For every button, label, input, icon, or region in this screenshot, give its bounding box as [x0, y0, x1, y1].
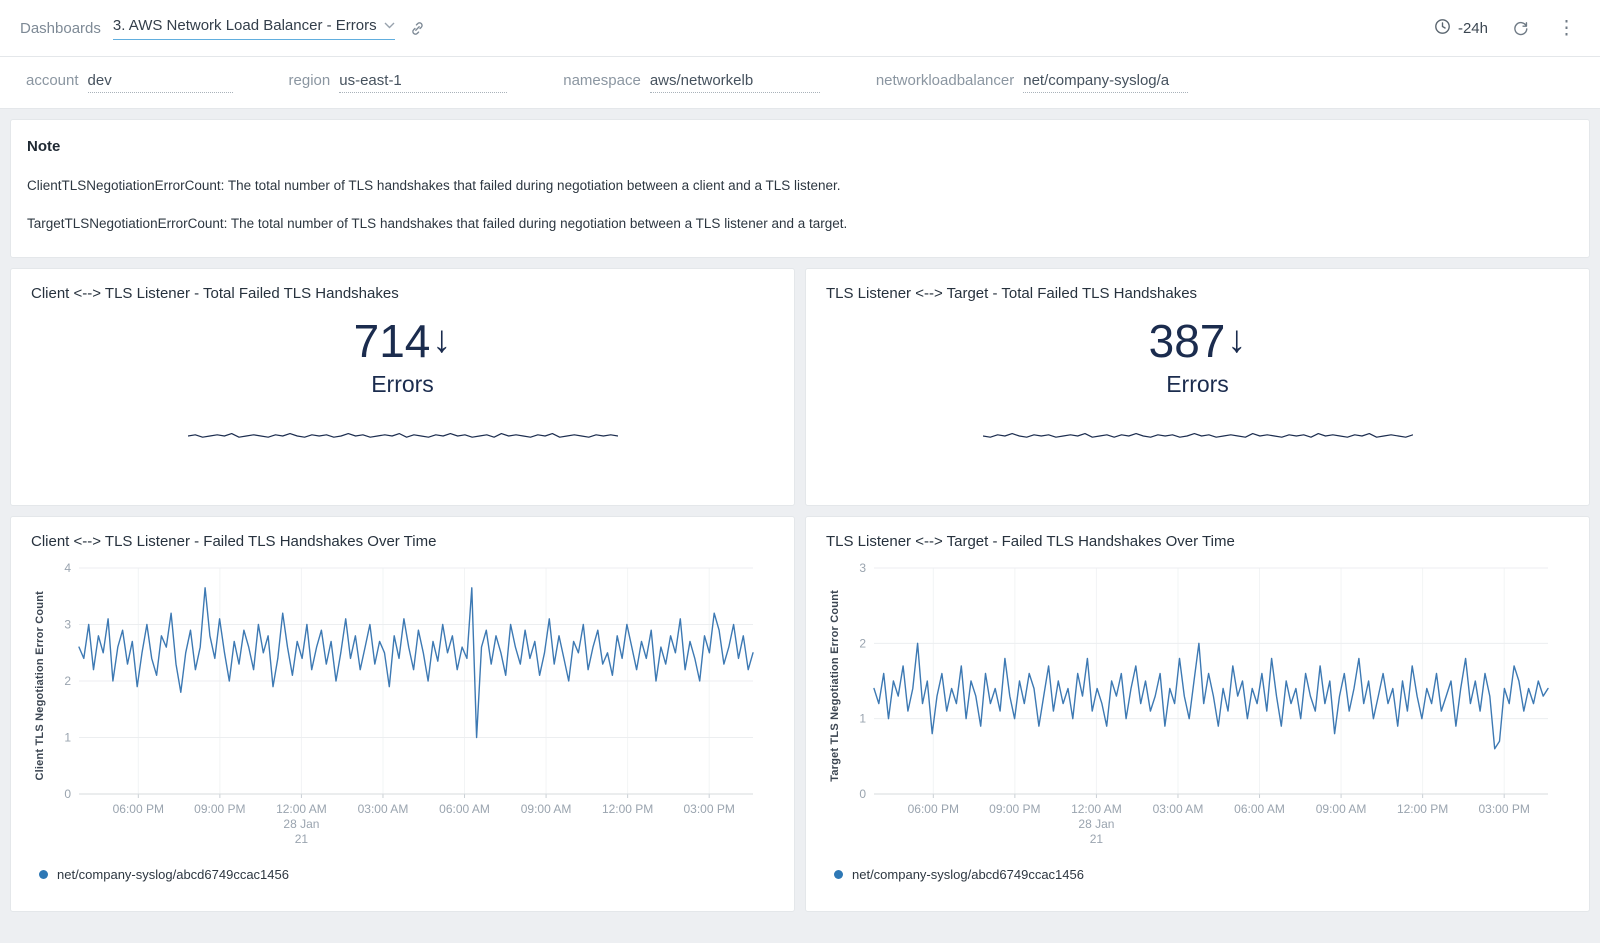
svg-text:09:00 PM: 09:00 PM — [989, 802, 1040, 816]
line-chart-client: 06:00 PM 09:00 PM 12:00 AM 28 Jan 21 03:00 AM… — [49, 558, 765, 863]
filter-networkloadbalancer-value[interactable]: net/company-syslog/a — [1023, 72, 1189, 93]
svg-text:03:00 PM: 03:00 PM — [1479, 802, 1530, 816]
dashboard-title-dropdown[interactable]: 3. AWS Network Load Balancer - Errors — [112, 16, 395, 40]
note-line-client: ClientTLSNegotiationErrorCount: The tota… — [27, 178, 841, 193]
topbar-actions: -24h ⋮ — [1434, 18, 1580, 39]
sparkline-target — [982, 426, 1413, 449]
sparkline-client — [187, 426, 618, 449]
chart-area: Target TLS Negotiation Error Count 06:00… — [826, 558, 1569, 863]
filter-account-label: account — [26, 72, 79, 89]
legend-label: net/company-syslog/abcd6749ccac1456 — [57, 867, 289, 882]
filter-region-value[interactable]: us-east-1 — [339, 72, 508, 93]
legend-label: net/company-syslog/abcd6749ccac1456 — [852, 867, 1084, 882]
filter-networkloadbalancer-label: networkloadbalancer — [875, 72, 1015, 89]
svg-text:09:00 AM: 09:00 AM — [1316, 802, 1367, 816]
stat-unit-target: Errors — [1166, 370, 1229, 397]
y-axis-label: Target TLS Negotiation Error Count — [829, 589, 841, 782]
line-chart-target: 06:00 PM 09:00 PM 12:00 AM 28 Jan 21 03:00 AM… — [844, 558, 1560, 863]
svg-text:28 Jan: 28 Jan — [1078, 817, 1114, 831]
top-bar: Dashboards 3. AWS Network Load Balancer … — [0, 0, 1600, 57]
stat-body: 714 ↓ Errors — [31, 316, 774, 449]
stat-value-client: 714 ↓ — [354, 316, 452, 367]
svg-text:0: 0 — [859, 787, 866, 801]
svg-text:03:00 AM: 03:00 AM — [358, 802, 409, 816]
svg-text:4: 4 — [64, 561, 71, 575]
stats-row: Client <--> TLS Listener - Total Failed … — [10, 268, 1590, 506]
filter-region-label: region — [288, 72, 331, 89]
filter-account[interactable]: account dev — [26, 72, 233, 93]
svg-text:28 Jan: 28 Jan — [283, 817, 319, 831]
stat-number-text: 387 — [1148, 315, 1226, 367]
chart-area: Client TLS Negotiation Error Count 06:00… — [31, 558, 774, 863]
stat-body: 387 ↓ Errors — [826, 316, 1569, 449]
svg-text:3: 3 — [859, 561, 866, 575]
note-line-target: TargetTLSNegotiationErrorCount: The tota… — [27, 216, 848, 231]
svg-text:06:00 AM: 06:00 AM — [439, 802, 490, 816]
stat-value-target: 387 ↓ — [1149, 316, 1247, 367]
legend-item[interactable]: net/company-syslog/abcd6749ccac1456 — [31, 867, 774, 882]
filter-namespace[interactable]: namespace aws/networkelb — [563, 72, 820, 93]
legend-dot-icon — [834, 870, 843, 879]
clock-icon — [1434, 18, 1451, 39]
svg-text:21: 21 — [1090, 832, 1104, 846]
chevron-down-icon — [384, 22, 395, 29]
kebab-menu-icon[interactable]: ⋮ — [1557, 17, 1576, 39]
y-axis-label-box: Client TLS Negotiation Error Count — [31, 558, 49, 863]
note-panel: Note ClientTLSNegotiationErrorCount: The… — [10, 119, 1590, 258]
stat-number-text: 714 — [353, 315, 431, 367]
svg-text:1: 1 — [64, 731, 71, 745]
chart-panel-client-title: Client <--> TLS Listener - Failed TLS Ha… — [31, 533, 437, 550]
note-title: Note — [27, 138, 61, 155]
legend-item[interactable]: net/company-syslog/abcd6749ccac1456 — [826, 867, 1569, 882]
svg-text:09:00 PM: 09:00 PM — [194, 802, 245, 816]
trend-down-arrow-icon: ↓ — [432, 319, 452, 362]
svg-text:12:00 AM: 12:00 AM — [1071, 802, 1122, 816]
chart-panel-target: TLS Listener <--> Target - Failed TLS Ha… — [805, 516, 1590, 912]
svg-text:03:00 AM: 03:00 AM — [1153, 802, 1204, 816]
legend-dot-icon — [39, 870, 48, 879]
svg-text:06:00 PM: 06:00 PM — [113, 802, 164, 816]
svg-text:21: 21 — [295, 832, 309, 846]
filter-namespace-value[interactable]: aws/networkelb — [649, 72, 820, 93]
y-axis-label-box: Target TLS Negotiation Error Count — [826, 558, 844, 863]
svg-text:06:00 AM: 06:00 AM — [1234, 802, 1285, 816]
link-icon[interactable] — [409, 20, 426, 37]
stat-panel-target: TLS Listener <--> Target - Total Failed … — [805, 268, 1590, 506]
stat-panel-target-title: TLS Listener <--> Target - Total Failed … — [826, 285, 1198, 302]
dashboard-title: 3. AWS Network Load Balancer - Errors — [112, 16, 377, 34]
svg-text:09:00 AM: 09:00 AM — [521, 802, 572, 816]
filter-region[interactable]: region us-east-1 — [289, 72, 508, 93]
svg-text:12:00 AM: 12:00 AM — [276, 802, 327, 816]
breadcrumb-dashboards[interactable]: Dashboards — [20, 19, 101, 37]
dashboard-content: Note ClientTLSNegotiationErrorCount: The… — [0, 109, 1600, 932]
filter-account-value[interactable]: dev — [87, 72, 233, 93]
stat-panel-client-title: Client <--> TLS Listener - Total Failed … — [31, 285, 399, 302]
svg-text:03:00 PM: 03:00 PM — [684, 802, 735, 816]
trend-down-arrow-icon: ↓ — [1227, 319, 1247, 362]
svg-text:3: 3 — [64, 618, 71, 632]
filter-bar: account dev region us-east-1 namespace a… — [0, 57, 1600, 109]
svg-text:2: 2 — [859, 636, 866, 650]
chart-panel-target-title: TLS Listener <--> Target - Failed TLS Ha… — [826, 533, 1235, 550]
y-axis-label: Client TLS Negotiation Error Count — [34, 590, 46, 781]
time-range-label: -24h — [1457, 19, 1488, 37]
stat-unit-client: Errors — [371, 370, 434, 397]
svg-text:0: 0 — [64, 787, 71, 801]
stat-panel-client: Client <--> TLS Listener - Total Failed … — [10, 268, 795, 506]
time-range-button[interactable]: -24h — [1434, 18, 1488, 39]
svg-text:12:00 PM: 12:00 PM — [1397, 802, 1448, 816]
chart-panel-client: Client <--> TLS Listener - Failed TLS Ha… — [10, 516, 795, 912]
svg-text:06:00 PM: 06:00 PM — [908, 802, 959, 816]
filter-namespace-label: namespace — [563, 72, 641, 89]
svg-text:2: 2 — [64, 674, 71, 688]
svg-text:12:00 PM: 12:00 PM — [602, 802, 653, 816]
svg-text:1: 1 — [859, 712, 866, 726]
filter-networkloadbalancer[interactable]: networkloadbalancer net/company-syslog/a — [875, 72, 1189, 93]
refresh-button[interactable] — [1512, 20, 1529, 37]
charts-row: Client <--> TLS Listener - Failed TLS Ha… — [10, 516, 1590, 912]
